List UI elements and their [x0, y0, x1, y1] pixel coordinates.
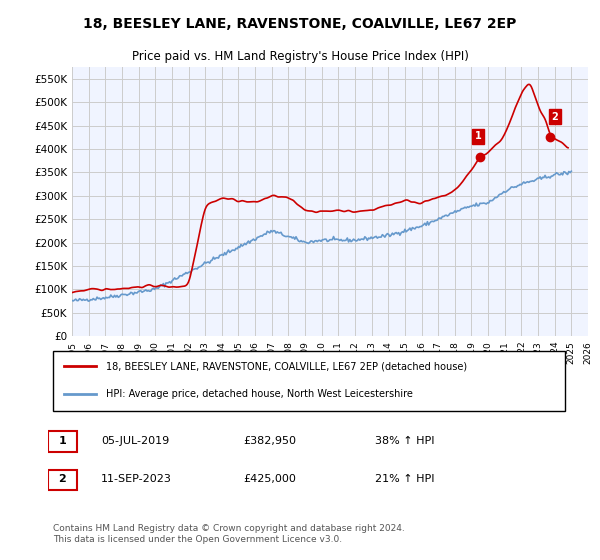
Text: 1: 1 [58, 436, 66, 446]
FancyBboxPatch shape [53, 351, 565, 411]
Text: HPI: Average price, detached house, North West Leicestershire: HPI: Average price, detached house, Nort… [106, 389, 413, 399]
FancyBboxPatch shape [48, 469, 77, 491]
FancyBboxPatch shape [48, 431, 77, 452]
Text: 38% ↑ HPI: 38% ↑ HPI [376, 436, 435, 446]
Text: 1: 1 [475, 131, 482, 141]
Text: 11-SEP-2023: 11-SEP-2023 [101, 474, 172, 484]
Text: 2: 2 [551, 111, 558, 122]
Text: Price paid vs. HM Land Registry's House Price Index (HPI): Price paid vs. HM Land Registry's House … [131, 50, 469, 63]
Text: 2: 2 [58, 474, 66, 484]
Text: 05-JUL-2019: 05-JUL-2019 [101, 436, 169, 446]
Text: Contains HM Land Registry data © Crown copyright and database right 2024.
This d: Contains HM Land Registry data © Crown c… [53, 524, 405, 544]
Text: 18, BEESLEY LANE, RAVENSTONE, COALVILLE, LE67 2EP: 18, BEESLEY LANE, RAVENSTONE, COALVILLE,… [83, 17, 517, 31]
Text: £425,000: £425,000 [244, 474, 296, 484]
Text: 21% ↑ HPI: 21% ↑ HPI [376, 474, 435, 484]
Text: £382,950: £382,950 [244, 436, 296, 446]
Text: 18, BEESLEY LANE, RAVENSTONE, COALVILLE, LE67 2EP (detached house): 18, BEESLEY LANE, RAVENSTONE, COALVILLE,… [106, 361, 467, 371]
